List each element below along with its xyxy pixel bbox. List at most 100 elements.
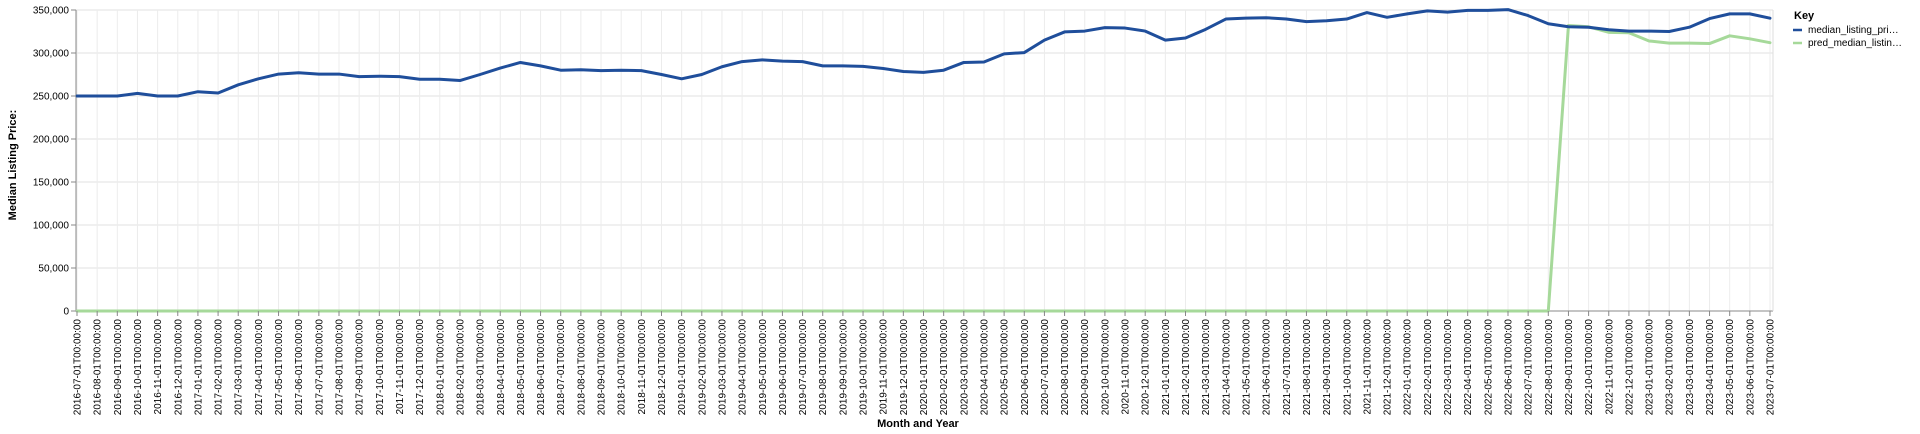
x-tick-label: 2017-09-01T00:00:00 [355, 319, 366, 416]
x-tick-label: 2017-02-01T00:00:00 [214, 319, 225, 416]
x-tick-label: 2019-10-01T00:00:00 [859, 319, 870, 416]
x-tick-label: 2021-02-01T00:00:00 [1181, 319, 1192, 416]
x-tick-label: 2018-01-01T00:00:00 [435, 319, 446, 416]
x-tick-label: 2023-05-01T00:00:00 [1725, 319, 1736, 416]
x-tick-label: 2017-04-01T00:00:00 [254, 319, 265, 416]
x-tick-label: 2017-06-01T00:00:00 [294, 319, 305, 416]
x-tick-label: 2018-02-01T00:00:00 [455, 319, 466, 416]
y-tick-label: 50,000 [38, 264, 69, 275]
x-tick-label: 2020-06-01T00:00:00 [1020, 319, 1031, 416]
x-tick-label: 2022-12-01T00:00:00 [1624, 319, 1635, 416]
x-tick-label: 2022-06-01T00:00:00 [1503, 319, 1514, 416]
x-tick-label: 2021-03-01T00:00:00 [1201, 319, 1212, 416]
x-tick-label: 2022-10-01T00:00:00 [1584, 319, 1595, 416]
x-tick-label: 2021-04-01T00:00:00 [1221, 319, 1232, 416]
x-tick-label: 2016-08-01T00:00:00 [93, 319, 104, 416]
x-tick-label: 2020-12-01T00:00:00 [1141, 319, 1152, 416]
series-line-median-listing-price [75, 8, 1772, 98]
chart-gridlines [76, 9, 1773, 312]
x-tick-label: 2023-07-01T00:00:00 [1766, 319, 1777, 416]
x-tick-label: 2020-11-01T00:00:00 [1121, 319, 1132, 415]
x-tick-label: 2021-09-01T00:00:00 [1322, 319, 1333, 416]
legend-label: median_listing_pri… [1808, 25, 1899, 36]
x-tick-label: 2017-05-01T00:00:00 [274, 319, 285, 416]
x-tick-label: 2018-04-01T00:00:00 [496, 319, 507, 416]
x-tick-label: 2016-11-01T00:00:00 [153, 319, 164, 415]
x-tick-label: 2020-01-01T00:00:00 [919, 319, 930, 416]
y-tick-label: 250,000 [33, 92, 70, 103]
x-tick-label: 2023-03-01T00:00:00 [1685, 319, 1696, 416]
x-tick-label: 2016-07-01T00:00:00 [73, 319, 84, 416]
x-tick-label: 2016-12-01T00:00:00 [173, 319, 184, 416]
x-tick-label: 2017-10-01T00:00:00 [375, 319, 386, 416]
x-tick-label: 2023-06-01T00:00:00 [1745, 319, 1756, 416]
x-axis-ticks: 2016-07-01T00:00:00 2016-08-01T00:00:00 20… [73, 311, 1777, 415]
x-tick-label: 2021-07-01T00:00:00 [1282, 319, 1293, 416]
x-tick-label: 2019-04-01T00:00:00 [738, 319, 749, 416]
y-axis-title: Median Listing Price: [7, 110, 19, 221]
y-tick-label: 350,000 [33, 6, 70, 17]
x-tick-label: 2021-06-01T00:00:00 [1262, 319, 1273, 416]
x-tick-label: 2020-07-01T00:00:00 [1040, 319, 1051, 416]
x-tick-label: 2018-09-01T00:00:00 [597, 319, 608, 416]
y-tick-label: 200,000 [33, 135, 70, 146]
x-tick-label: 2021-11-01T00:00:00 [1362, 319, 1373, 415]
x-tick-label: 2023-02-01T00:00:00 [1665, 319, 1676, 416]
x-tick-label: 2018-05-01T00:00:00 [516, 319, 527, 416]
chart-axes [75, 10, 1774, 312]
legend-title: Key [1794, 10, 1815, 22]
x-tick-label: 2022-04-01T00:00:00 [1463, 319, 1474, 416]
x-tick-label: 2022-07-01T00:00:00 [1524, 319, 1535, 416]
y-tick-label: 0 [63, 307, 69, 318]
x-tick-label: 2018-11-01T00:00:00 [637, 319, 648, 415]
x-tick-label: 2018-06-01T00:00:00 [536, 319, 547, 416]
x-tick-label: 2018-08-01T00:00:00 [576, 319, 587, 416]
x-tick-label: 2019-01-01T00:00:00 [677, 319, 688, 416]
x-tick-label: 2020-03-01T00:00:00 [959, 319, 970, 416]
y-tick-label: 300,000 [33, 49, 70, 60]
x-tick-label: 2021-10-01T00:00:00 [1342, 319, 1353, 416]
x-tick-label: 2023-01-01T00:00:00 [1645, 319, 1656, 416]
x-tick-label: 2023-04-01T00:00:00 [1705, 319, 1716, 416]
x-tick-label: 2020-08-01T00:00:00 [1060, 319, 1071, 416]
x-tick-label: 2021-01-01T00:00:00 [1161, 319, 1172, 416]
x-tick-label: 2020-02-01T00:00:00 [939, 319, 950, 416]
x-tick-label: 2021-05-01T00:00:00 [1241, 319, 1252, 416]
x-tick-label: 2020-05-01T00:00:00 [1000, 319, 1011, 416]
x-tick-label: 2022-03-01T00:00:00 [1443, 319, 1454, 416]
legend-label: pred_median_listin… [1808, 38, 1902, 49]
x-tick-label: 2021-08-01T00:00:00 [1302, 319, 1313, 416]
x-tick-label: 2019-08-01T00:00:00 [818, 319, 829, 416]
x-tick-label: 2018-07-01T00:00:00 [556, 319, 567, 416]
x-tick-label: 2022-11-01T00:00:00 [1604, 319, 1615, 415]
x-tick-label: 2017-03-01T00:00:00 [234, 319, 245, 416]
x-tick-label: 2017-12-01T00:00:00 [415, 319, 426, 416]
x-tick-label: 2020-04-01T00:00:00 [979, 319, 990, 416]
legend-entries: median_listing_pri… pred_median_listin… [1793, 25, 1902, 49]
x-tick-label: 2022-08-01T00:00:00 [1544, 319, 1555, 416]
x-tick-label: 2019-02-01T00:00:00 [697, 319, 708, 416]
x-tick-label: 2019-03-01T00:00:00 [717, 319, 728, 416]
x-tick-label: 2022-09-01T00:00:00 [1564, 319, 1575, 416]
x-tick-label: 2017-11-01T00:00:00 [395, 319, 406, 415]
x-tick-label: 2017-08-01T00:00:00 [335, 319, 346, 416]
x-tick-label: 2018-10-01T00:00:00 [617, 319, 628, 416]
x-tick-label: 2022-01-01T00:00:00 [1403, 319, 1414, 416]
x-tick-label: 2017-01-01T00:00:00 [193, 319, 204, 416]
x-tick-label: 2016-09-01T00:00:00 [113, 319, 124, 416]
x-tick-label: 2019-06-01T00:00:00 [778, 319, 789, 416]
x-tick-label: 2016-10-01T00:00:00 [133, 319, 144, 416]
x-tick-label: 2019-07-01T00:00:00 [798, 319, 809, 416]
x-tick-label: 2020-10-01T00:00:00 [1100, 319, 1111, 416]
x-axis-title: Month and Year [877, 418, 959, 430]
x-tick-label: 2017-07-01T00:00:00 [314, 319, 325, 416]
chart-legend: Key median_listing_pri… pred_median_listi… [1793, 10, 1902, 49]
x-tick-label: 2021-12-01T00:00:00 [1383, 319, 1394, 416]
y-axis-ticks: 0 50,000 100,000 150,000 200,000 250,000 300,0… [33, 6, 76, 318]
x-tick-label: 2018-03-01T00:00:00 [476, 319, 487, 416]
y-tick-label: 100,000 [33, 221, 70, 232]
x-tick-label: 2019-09-01T00:00:00 [838, 319, 849, 416]
x-tick-label: 2020-09-01T00:00:00 [1080, 319, 1091, 416]
x-tick-label: 2022-05-01T00:00:00 [1483, 319, 1494, 416]
x-tick-label: 2022-02-01T00:00:00 [1423, 319, 1434, 416]
